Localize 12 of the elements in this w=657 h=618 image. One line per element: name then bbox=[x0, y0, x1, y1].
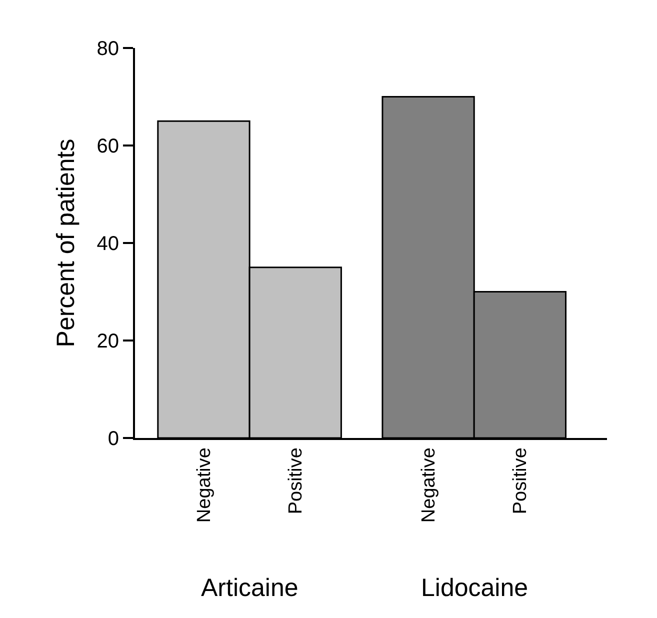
y-tick-label: 0 bbox=[108, 428, 119, 450]
x-tick-label: Positive bbox=[510, 448, 532, 514]
x-tick-label: Negative bbox=[418, 448, 440, 523]
x-tick-label: Positive bbox=[286, 448, 307, 514]
y-tick-label: 80 bbox=[96, 38, 119, 60]
x-tick-label: Negative bbox=[194, 448, 215, 523]
text: Lidocaine bbox=[421, 574, 528, 602]
y-axis-title: Percent of patients bbox=[52, 138, 80, 348]
y-tick-label: 40 bbox=[96, 233, 119, 255]
text: Articaine bbox=[201, 574, 298, 602]
y-tick-label: 60 bbox=[96, 136, 119, 158]
y-tick-label: 20 bbox=[96, 330, 119, 352]
